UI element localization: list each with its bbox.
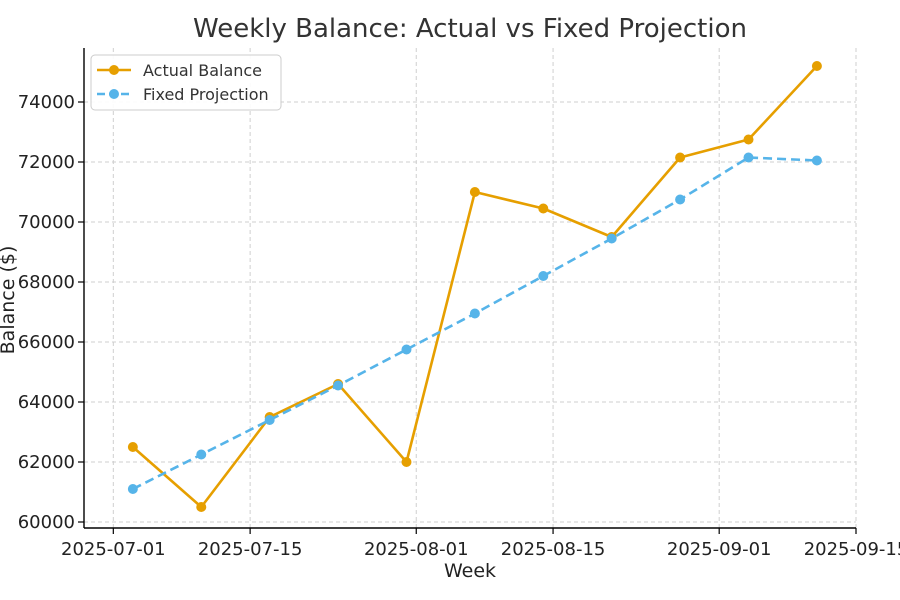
data-point-actual (196, 502, 207, 512)
y-tick-label: 68000 (18, 272, 75, 293)
y-tick-label: 72000 (18, 152, 75, 173)
x-tick-label: 2025-09-15 (804, 539, 900, 560)
legend-box (90, 54, 282, 111)
x-tick-label: 2025-08-01 (364, 539, 469, 560)
x-axis-label: Week (444, 560, 496, 582)
legend: Actual Balance Fixed Projection (90, 54, 282, 111)
data-point-actual (811, 61, 822, 71)
x-tick-label: 2025-07-15 (198, 539, 303, 560)
data-point-projection (811, 155, 822, 166)
axes-layer: 60000 62000 64000 66000 68000 70000 72000 74000… (18, 48, 900, 560)
data-point-projection (196, 449, 207, 460)
data-point-projection (675, 194, 686, 205)
data-point-actual (401, 457, 412, 467)
chart-title: Weekly Balance: Actual vs Fixed Projecti… (193, 14, 747, 44)
legend-swatch-marker (109, 65, 119, 75)
grid-layer (84, 48, 857, 528)
x-tick-label: 2025-07-01 (61, 539, 166, 560)
y-tick-label: 64000 (18, 392, 75, 413)
data-point-actual (469, 187, 480, 197)
y-tick-label: 74000 (18, 92, 75, 113)
legend-swatch-marker (109, 89, 119, 99)
data-point-projection (743, 152, 754, 163)
data-point-projection (333, 380, 344, 391)
y-tick-label: 60000 (18, 512, 75, 533)
y-tick-label: 62000 (18, 452, 75, 473)
data-point-projection (606, 233, 617, 244)
y-axis-label: Balance ($) (0, 246, 19, 355)
x-tick-label: 2025-09-01 (667, 539, 772, 560)
data-point-projection (538, 271, 549, 281)
data-point-projection (401, 344, 412, 355)
data-point-projection (469, 308, 480, 319)
data-point-projection (264, 415, 275, 425)
series-line-fixed-projection (132, 156, 817, 491)
legend-label: Fixed Projection (143, 85, 269, 104)
data-point-projection (127, 484, 138, 494)
legend-label: Actual Balance (143, 61, 262, 80)
data-point-actual (538, 203, 549, 214)
data-point-actual (127, 442, 138, 452)
series-line-actual-balance (132, 65, 818, 509)
y-tick-label: 70000 (18, 212, 75, 233)
y-tick-label: 66000 (18, 332, 75, 353)
x-tick-label: 2025-08-15 (501, 539, 606, 560)
data-point-actual (743, 134, 754, 145)
series-layer (127, 61, 822, 512)
data-point-actual (675, 152, 686, 163)
